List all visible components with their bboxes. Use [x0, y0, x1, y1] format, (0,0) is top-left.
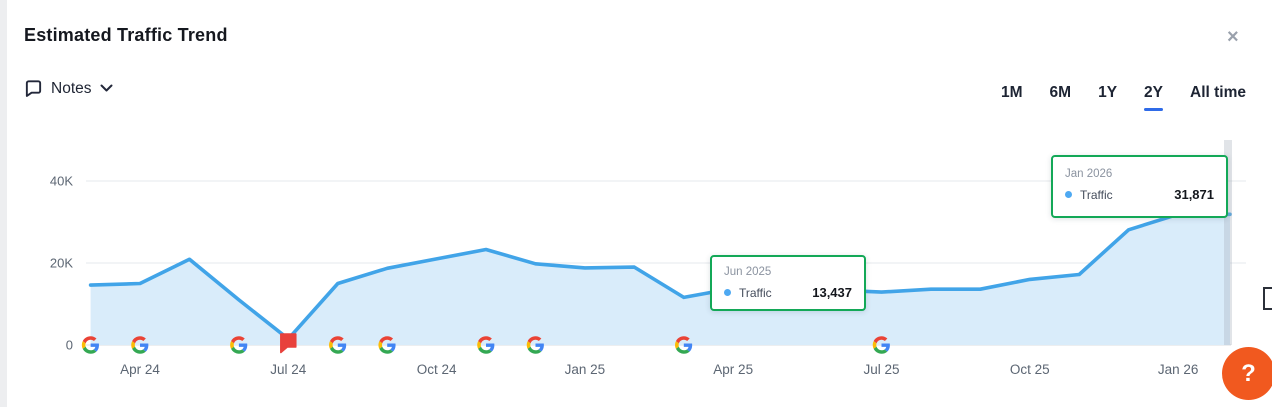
tooltip-row: Traffic 31,871: [1065, 187, 1214, 202]
close-icon[interactable]: ×: [1227, 26, 1239, 48]
google-update-icon[interactable]: [872, 336, 890, 354]
notes-label: Notes: [51, 79, 92, 97]
help-button[interactable]: ?: [1222, 347, 1272, 400]
tooltip-date: Jan 2026: [1065, 168, 1113, 180]
tooltip-row: Traffic 13,437: [724, 285, 852, 300]
tooltip-date: Jun 2025: [724, 266, 772, 278]
google-update-icon[interactable]: [230, 336, 248, 354]
x-axis-tick-label: Oct 24: [417, 362, 457, 377]
range-selector: 1M 6M 1Y 2Y All time: [1001, 84, 1246, 111]
tooltip-series-label: Traffic: [1080, 187, 1113, 202]
tooltip-value: 31,871: [1174, 187, 1214, 202]
x-axis-tick-label: Apr 25: [713, 362, 753, 377]
page-title: Estimated Traffic Trend: [24, 25, 228, 45]
note-flag-marker[interactable]: [280, 333, 297, 354]
x-axis-tick-label: Jul 25: [863, 362, 899, 377]
traffic-line: [88, 212, 1232, 341]
google-update-icon[interactable]: [526, 336, 544, 354]
y-axis-tick-label: 40K: [50, 174, 73, 189]
google-update-icon[interactable]: [378, 336, 396, 354]
google-update-icon[interactable]: [81, 336, 99, 354]
notes-dropdown[interactable]: Notes: [24, 79, 113, 98]
latest-period-band: [1224, 140, 1232, 345]
range-option-1y[interactable]: 1Y: [1098, 84, 1118, 101]
range-option-1m[interactable]: 1M: [1000, 84, 1023, 101]
chevron-down-icon: [100, 84, 113, 93]
tooltip-series-label: Traffic: [739, 285, 772, 300]
x-axis-tick-label: Oct 25: [1010, 362, 1050, 377]
google-update-icon[interactable]: [675, 336, 693, 354]
traffic-series-dot-icon: [1065, 191, 1072, 198]
range-option-all-time[interactable]: All time: [1190, 84, 1246, 101]
traffic-area: [90, 214, 1231, 345]
google-update-icon[interactable]: [329, 336, 347, 354]
google-update-icon[interactable]: [477, 336, 495, 354]
y-axis-tick-label: 0: [66, 338, 73, 353]
notes-bubble-icon: [24, 79, 43, 98]
x-axis-tick-label: Jan 25: [565, 362, 606, 377]
x-axis-tick-label: Jul 24: [270, 362, 307, 377]
chart-tooltip-jan-2026: Jan 2026 Traffic 31,871: [1051, 155, 1228, 218]
y-axis-tick-label: 20K: [50, 256, 73, 271]
tooltip-value: 13,437: [812, 285, 852, 300]
x-axis-tick-label: Jan 26: [1158, 362, 1199, 377]
range-option-2y[interactable]: 2Y: [1144, 84, 1163, 111]
clipped-edge-fragment: [1263, 287, 1272, 310]
question-mark-icon: ?: [1241, 359, 1256, 387]
chart-tooltip-jun-2025: Jun 2025 Traffic 13,437: [710, 255, 866, 311]
range-option-6m[interactable]: 6M: [1049, 84, 1072, 101]
google-update-icon[interactable]: [131, 336, 149, 354]
x-axis-tick-label: Apr 24: [120, 362, 160, 377]
panel-left-edge: [0, 0, 7, 407]
traffic-series-dot-icon: [724, 289, 731, 296]
